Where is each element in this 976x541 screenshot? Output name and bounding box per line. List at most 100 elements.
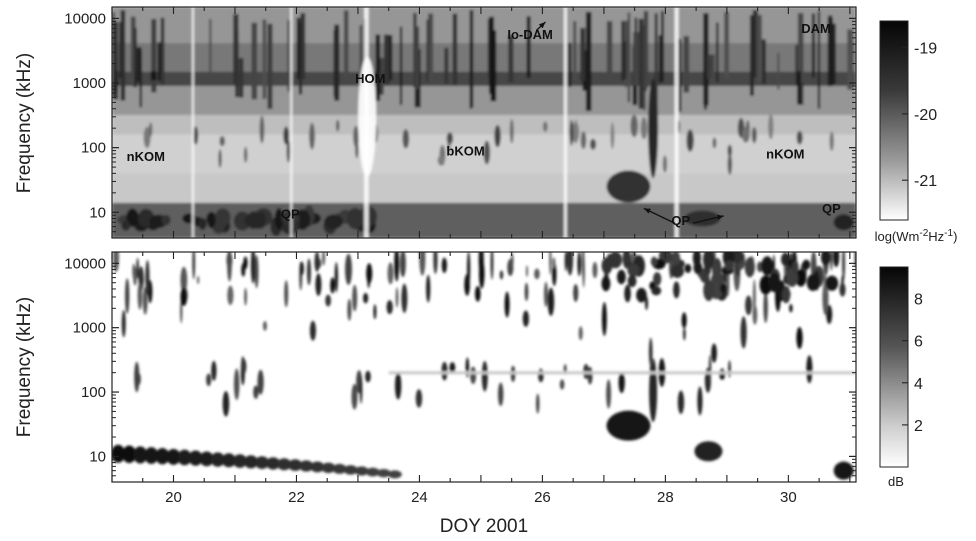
- top-burst: [262, 19, 267, 99]
- top-burst: [150, 71, 157, 81]
- bottom-burst: [578, 326, 583, 341]
- bottom-dam-blob: [651, 286, 662, 296]
- top-burst: [623, 41, 627, 80]
- top-burst: [704, 14, 707, 110]
- bottom-burst: [796, 327, 803, 349]
- bottom-dam-blob: [702, 252, 714, 271]
- top-colorbar-ticks: -19 -20 -21: [902, 41, 937, 190]
- top-burst: [643, 11, 649, 88]
- top-annotation-7: QP: [671, 213, 690, 228]
- top-kom-blob: [610, 122, 615, 149]
- top-burst: [157, 42, 164, 81]
- bottom-dam-blob: [670, 264, 685, 278]
- bottom-burst: [314, 252, 320, 272]
- bottom-feature: [833, 461, 854, 480]
- bottom-burst: [402, 252, 406, 273]
- top-burst: [777, 52, 780, 90]
- top-kom-blob: [494, 125, 501, 148]
- top-band-0: [112, 7, 856, 43]
- top-burst: [710, 54, 715, 79]
- bottom-kom-blob: [365, 370, 371, 383]
- top-burst: [658, 35, 663, 83]
- bottom-dam-blob: [806, 274, 819, 291]
- bottom-burst: [192, 252, 196, 280]
- bottom-burst: [132, 263, 136, 279]
- top-kom-blob: [662, 155, 668, 173]
- top-feature: [648, 78, 659, 179]
- top-kom-blob: [633, 124, 637, 137]
- bottom-burst: [345, 253, 352, 285]
- top-burst: [300, 13, 306, 80]
- top-burst: [343, 10, 349, 77]
- top-kom-blob: [829, 131, 834, 151]
- top-qp-blob: [274, 208, 284, 230]
- bottom-burst: [138, 275, 144, 284]
- bottom-burst: [315, 273, 322, 296]
- bottom-dam-blob: [627, 274, 637, 288]
- bottom-burst: [504, 291, 510, 318]
- bottom-burst: [373, 304, 377, 320]
- top-burst: [296, 17, 301, 80]
- colorbar-tick-label: -21: [914, 173, 937, 190]
- top-burst: [388, 35, 393, 81]
- top-burst: [654, 13, 658, 109]
- top-band-1: [112, 42, 856, 72]
- top-kom-blob: [741, 127, 750, 143]
- top-burst: [716, 22, 719, 83]
- top-burst: [428, 13, 434, 82]
- bottom-feature: [649, 362, 658, 423]
- bottom-burst: [740, 316, 747, 349]
- top-burst: [113, 21, 119, 100]
- top-annotation-2: HOM: [355, 71, 385, 86]
- top-burst: [756, 14, 762, 81]
- bottom-kom-blob: [134, 361, 140, 393]
- top-burst: [160, 17, 165, 85]
- top-y-axis-title: Frequency (kHz): [14, 53, 35, 193]
- bottom-burst: [582, 253, 585, 288]
- bottom-feature: [694, 441, 723, 462]
- bottom-dam-blob: [839, 282, 846, 297]
- top-burst: [724, 12, 729, 79]
- bottom-burst: [334, 262, 339, 293]
- bottom-burst: [543, 281, 548, 307]
- top-burst: [134, 27, 137, 88]
- bottom-kom-blob: [708, 354, 712, 383]
- top-kom-blob: [727, 144, 733, 157]
- bottom-burst: [226, 252, 233, 269]
- bottom-burst: [684, 263, 692, 273]
- top-gap-1: [563, 7, 567, 238]
- top-feature: [606, 170, 651, 203]
- bottom-burst: [325, 294, 331, 307]
- top-burst: [585, 11, 592, 112]
- top-heatmap-marks: [112, 7, 856, 238]
- top-burst: [573, 21, 577, 81]
- top-burst: [621, 20, 625, 81]
- bottom-dam-blob: [703, 279, 715, 302]
- top-burst: [526, 16, 531, 78]
- top-burst: [568, 42, 572, 87]
- top-annotation-4: bKOM: [446, 143, 484, 158]
- top-burst: [375, 34, 381, 101]
- bottom-qp-blob: [354, 466, 369, 476]
- top-kom-blob: [727, 153, 733, 175]
- top-qp-blob: [214, 208, 231, 227]
- top-burst: [414, 26, 420, 90]
- bottom-kom-blob: [240, 358, 247, 375]
- bottom-kom-blob: [415, 389, 423, 408]
- bottom-kom-blob: [206, 373, 212, 387]
- top-y-axis: 10 100 1000 10000: [64, 7, 856, 238]
- bottom-dam-blob: [622, 252, 631, 269]
- bottom-qp-blob: [243, 455, 258, 469]
- bottom-burst: [180, 287, 188, 306]
- bottom-burst: [525, 265, 529, 278]
- y-tick-label: 100: [81, 140, 106, 157]
- bottom-burst: [711, 343, 717, 363]
- top-burst: [238, 58, 244, 98]
- bottom-dam-blob: [744, 257, 755, 278]
- top-colorbar: -19 -20 -21 log(Wm-2Hz-1): [875, 20, 957, 244]
- top-burst: [444, 47, 449, 85]
- bottom-burst: [419, 252, 426, 276]
- top-colorbar-gradient: [879, 20, 909, 221]
- colorbar-tick-label: -19: [914, 41, 937, 58]
